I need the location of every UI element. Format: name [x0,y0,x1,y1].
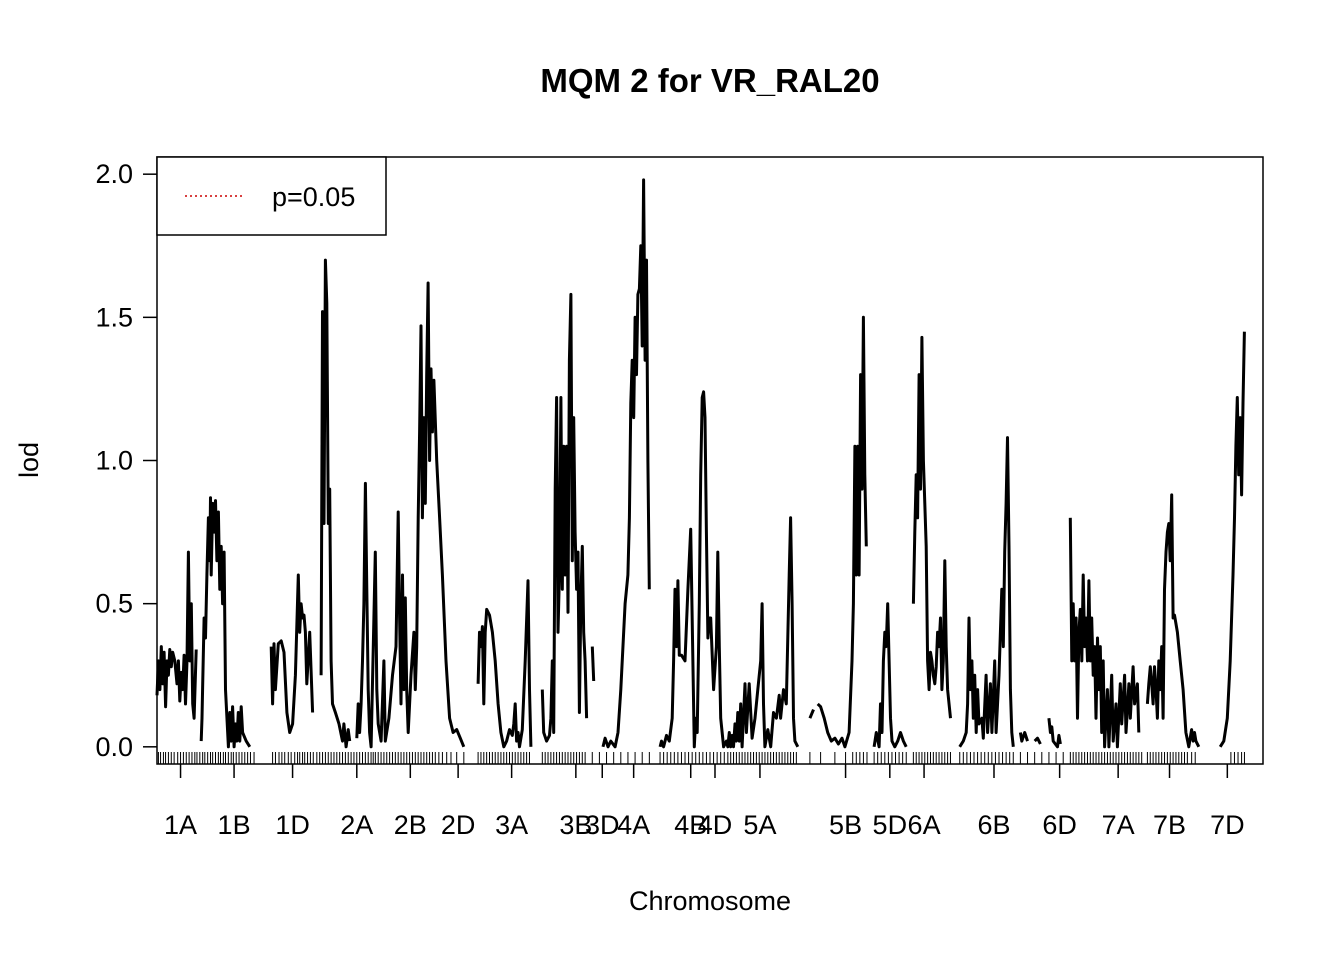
x-tick-label-5b: 5B [829,810,862,840]
lod-segment [590,646,596,682]
lod-segment [1047,718,1062,749]
x-tick-label-1b: 1B [218,810,251,840]
lod-segment [355,281,466,749]
lod-segment [911,335,952,719]
lod-segment [1218,331,1246,748]
x-tick-label-7d: 7D [1210,810,1245,840]
x-tick-label-6a: 6A [908,810,941,840]
lod-segment [1018,731,1029,743]
y-tick-label: 0.5 [95,589,133,619]
lod-segment [601,178,651,749]
x-tick-label-1d: 1D [275,810,310,840]
x-tick-label-2d: 2D [441,810,476,840]
lod-segment [319,258,352,749]
x-tick-label-3d: 3D [585,810,620,840]
x-tick-label-4b: 4B [674,810,707,840]
x-tick-label-3a: 3A [495,810,528,840]
x-tick-label-1a: 1A [164,810,197,840]
lod-segment [658,390,800,749]
lod-segment [958,436,1015,748]
y-tick-label: 1.5 [95,302,133,332]
x-tick-label-6b: 6B [977,810,1010,840]
x-tick-label-7b: 7B [1153,810,1186,840]
lod-segment [540,292,589,743]
x-tick-label-4d: 4D [698,810,733,840]
lod-segment [808,709,815,719]
y-axis: 0.0 0.5 1.0 1.5 2.0 [95,159,157,762]
lod-segment [1033,736,1042,745]
lod-segment [872,602,908,749]
y-axis-title: lod [14,442,44,478]
y-tick-label: 2.0 [95,159,133,189]
lod-curve [155,178,1246,749]
marker-rug [157,752,1245,764]
x-tick-label-5a: 5A [743,810,776,840]
lod-segment [199,496,252,749]
x-axis-title: Chromosome [629,886,791,916]
x-tick-label-5d: 5D [873,810,908,840]
lod-segment [269,573,315,734]
x-tick-label-2b: 2B [394,810,427,840]
x-tick-label-4a: 4A [617,810,650,840]
lod-segment [155,550,198,720]
y-tick-label: 0.0 [95,732,133,762]
x-tick-label-6d: 6D [1042,810,1077,840]
y-tick-label: 1.0 [95,446,133,476]
legend: p=0.05 [156,156,387,236]
lod-segment [816,315,868,749]
lod-segment [1068,517,1141,749]
x-tick-label-3b: 3B [559,810,592,840]
lod-segment [476,579,533,749]
legend-label-p005: p=0.05 [272,182,355,212]
x-tick-label-7a: 7A [1102,810,1135,840]
chart-title: MQM 2 for VR_RAL20 [540,62,879,99]
x-tick-label-2a: 2A [340,810,373,840]
lod-segment [1145,493,1201,749]
